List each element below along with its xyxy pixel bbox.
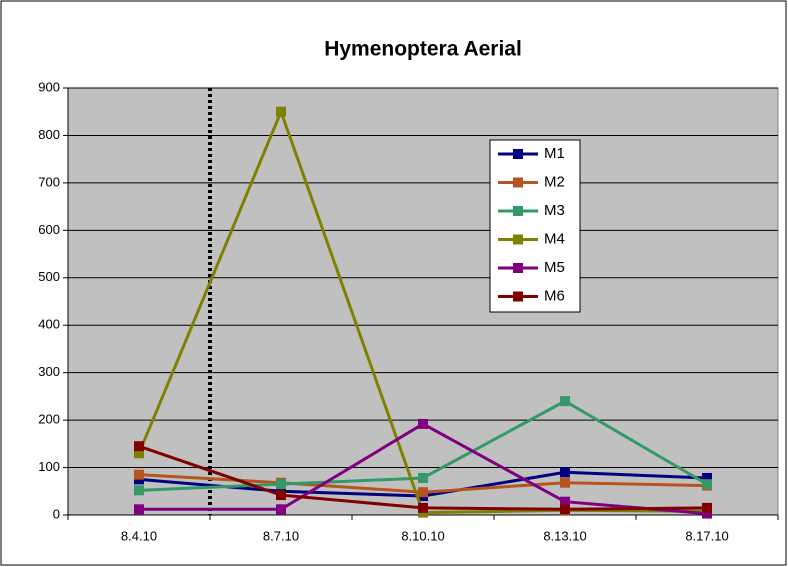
marker bbox=[276, 490, 286, 501]
marker bbox=[418, 487, 428, 498]
legend-marker bbox=[513, 206, 523, 216]
marker bbox=[276, 504, 286, 515]
x-tick-label: 8.17.10 bbox=[685, 528, 728, 543]
legend-label: M5 bbox=[544, 259, 565, 276]
x-tick-label: 8.13.10 bbox=[543, 528, 586, 543]
y-tick-label: 800 bbox=[38, 127, 60, 142]
legend-label: M6 bbox=[544, 287, 565, 304]
chart-title: Hymenoptera Aerial bbox=[324, 38, 522, 61]
marker bbox=[560, 467, 570, 478]
marker bbox=[560, 477, 570, 488]
marker bbox=[702, 479, 712, 490]
y-tick-label: 600 bbox=[38, 222, 60, 237]
marker bbox=[276, 479, 286, 490]
y-tick-label: 400 bbox=[38, 317, 60, 332]
marker bbox=[560, 504, 570, 515]
legend-label: M1 bbox=[544, 145, 565, 162]
legend-label: M4 bbox=[544, 230, 565, 247]
y-tick-label: 0 bbox=[53, 506, 60, 521]
marker bbox=[560, 496, 570, 507]
marker bbox=[418, 502, 428, 513]
y-tick-label: 200 bbox=[38, 412, 60, 427]
marker bbox=[702, 502, 712, 513]
marker bbox=[134, 469, 144, 480]
legend-marker bbox=[513, 177, 523, 188]
marker bbox=[134, 485, 144, 496]
y-tick-label: 700 bbox=[38, 174, 60, 189]
marker bbox=[134, 504, 144, 515]
legend-marker bbox=[513, 234, 523, 245]
x-tick-label: 8.7.10 bbox=[263, 528, 299, 543]
marker bbox=[418, 472, 428, 483]
marker bbox=[134, 441, 144, 452]
legend-label: M3 bbox=[544, 202, 565, 219]
marker bbox=[418, 418, 428, 429]
y-tick-label: 900 bbox=[38, 79, 60, 94]
y-tick-label: 500 bbox=[38, 269, 60, 284]
x-tick-label: 8.10.10 bbox=[401, 528, 444, 543]
legend-label: M2 bbox=[544, 173, 565, 190]
marker bbox=[702, 472, 712, 483]
y-tick-label: 300 bbox=[38, 364, 60, 379]
y-tick-label: 100 bbox=[38, 459, 60, 474]
marker bbox=[276, 106, 286, 117]
marker bbox=[702, 508, 712, 519]
legend-marker bbox=[513, 149, 523, 159]
plot-area bbox=[67, 87, 779, 516]
legend-marker bbox=[513, 263, 523, 273]
x-tick-label: 8.4.10 bbox=[121, 528, 157, 543]
marker bbox=[560, 396, 570, 407]
legend-box bbox=[489, 139, 581, 313]
marker bbox=[134, 448, 144, 459]
legend-marker bbox=[513, 291, 523, 302]
